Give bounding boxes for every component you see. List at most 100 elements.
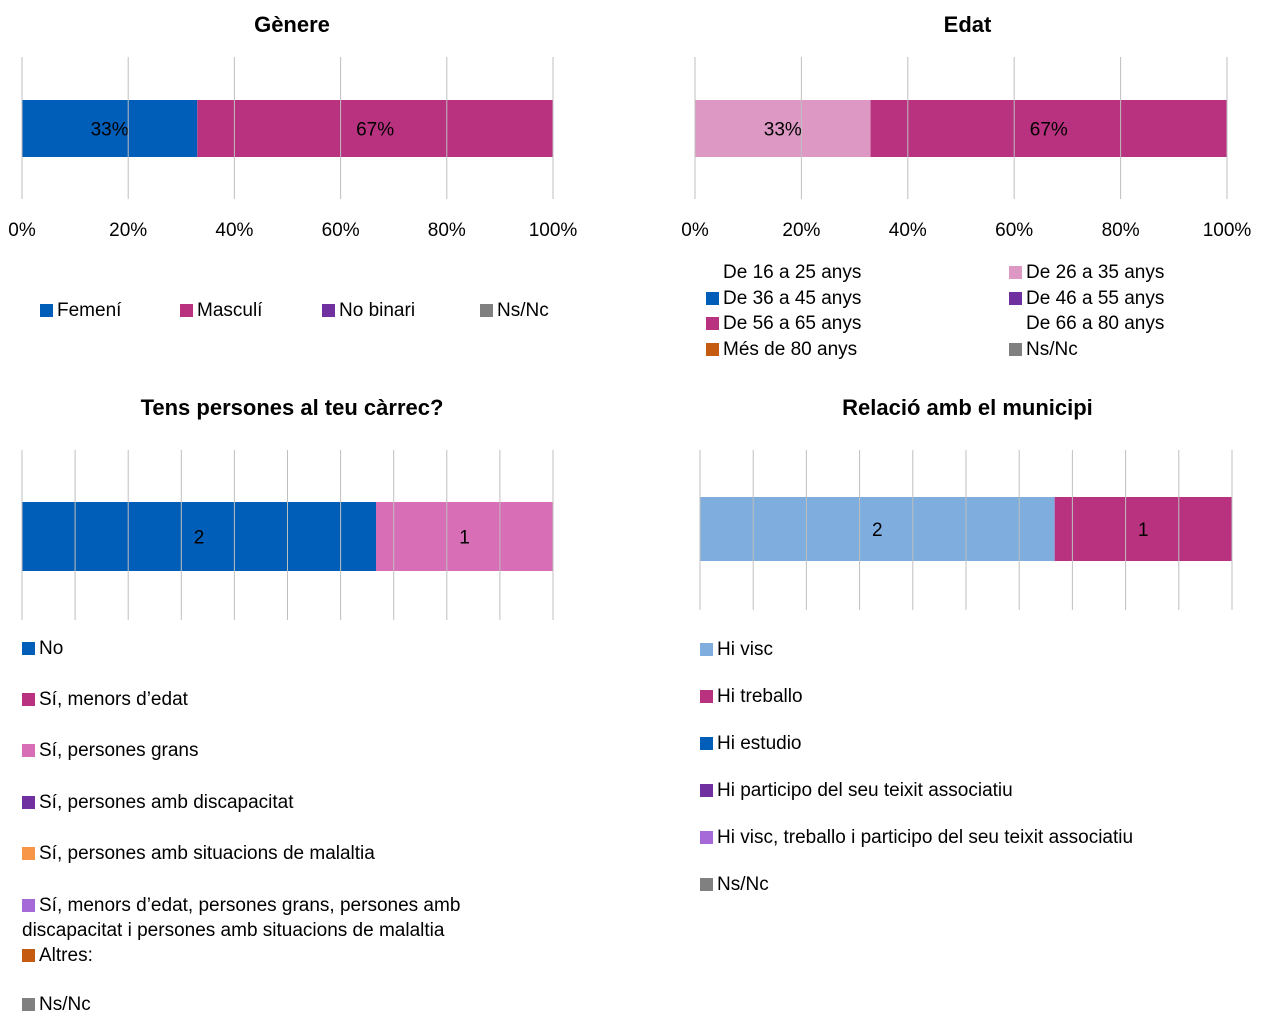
legend-item: De 16 a 25 anys [706,260,861,285]
legend-swatch [322,304,335,317]
legend-item: Sí, persones grans [22,738,198,763]
data-label: 67% [356,120,394,141]
legend-label: Hi participo del seu teixit associatiu [717,780,1013,801]
legend-item: De 36 a 45 anys [706,286,861,311]
legend-item: Sí, persones amb discapacitat [22,790,294,815]
chart-title: Gènere [254,12,330,37]
x-tick-label: 0% [681,220,709,241]
legend-item: Ns/Nc [700,872,769,897]
legend-label: Hi treballo [717,686,803,707]
bar-segment [870,100,1227,157]
legend-label: Ns/Nc [1026,338,1078,360]
legend-swatch [22,847,35,860]
legend-label: Sí, menors d’edat, persones grans, perso… [22,895,461,941]
legend-swatch [480,304,493,317]
legend-swatch [22,796,35,809]
legend-label: Hi visc, treballo i participo del seu te… [717,827,1134,848]
legend-item: Altres: [22,943,93,968]
legend-label: Hi estudio [717,733,802,754]
legend-label: Més de 80 anys [723,338,858,360]
legend-item: Hi visc, treballo i participo del seu te… [700,825,1133,850]
legend-label: Masculí [197,300,263,321]
data-label: 33% [764,120,802,141]
bar-segment [700,497,1055,561]
legend-item: No binari [322,298,415,323]
data-label: 2 [872,520,883,541]
legend-label: De 16 a 25 anys [723,262,862,283]
legend-item: Sí, menors d’edat [22,687,188,712]
x-tick-label: 40% [215,220,254,241]
data-label: 2 [194,528,205,549]
legend-item: Ns/Nc [22,992,91,1017]
legend-swatch [40,304,53,317]
legend-label: Femení [57,300,122,321]
chart-title: Relació amb el municipi [842,395,1093,420]
legend-label: No [39,638,64,659]
data-label: 1 [459,528,470,549]
legend-item: De 26 a 35 anys [1009,260,1164,285]
data-label: 1 [1138,520,1149,541]
legend-item: Hi visc [700,637,773,662]
legend-swatch [1009,317,1022,330]
legend-swatch [700,831,713,844]
legend-item: No [22,636,63,661]
legend-swatch [700,643,713,656]
legend-item: Ns/Nc [1009,337,1078,362]
legend-label: De 66 a 80 anys [1026,313,1165,334]
legend-swatch [706,266,719,279]
chart-title: Tens persones al teu càrrec? [140,395,444,420]
x-tick-label: 60% [321,220,360,241]
legend-item: Sí, menors d’edat, persones grans, perso… [22,893,522,943]
data-label: 33% [91,120,129,141]
legend-swatch [22,744,35,757]
legend-item: Hi treballo [700,684,803,709]
legend-label: Sí, menors d’edat [39,689,188,710]
legend-item: Hi participo del seu teixit associatiu [700,778,1013,803]
legend-label: De 46 a 55 anys [1026,287,1165,309]
legend-swatch [22,899,35,912]
legend-swatch [706,291,719,305]
x-tick-label: 40% [888,220,927,241]
legend-label: Sí, persones amb situacions de malaltia [39,843,375,864]
legend-item: Masculí [180,298,262,323]
legend-swatch [706,342,719,356]
legend-swatch [700,784,713,797]
legend-item: De 56 a 65 anys [706,311,861,336]
x-tick-label: 0% [8,220,36,241]
x-tick-label: 80% [1101,220,1140,241]
bar-segment [376,502,553,571]
legend-label: Altres: [39,945,93,966]
x-tick-label: 80% [427,220,466,241]
legend-swatch [700,878,713,891]
legend-label: Hi visc [717,639,773,660]
legend-swatch [22,693,35,706]
data-label: 67% [1030,120,1068,141]
legend-label: De 26 a 35 anys [1026,262,1165,283]
legend-item: De 66 a 80 anys [1009,311,1164,336]
legend-label: Ns/Nc [39,994,91,1015]
legend-swatch [22,998,35,1011]
legend-swatch [22,642,35,655]
legend-item: Més de 80 anys [706,337,857,362]
legend-item: Sí, persones amb situacions de malaltia [22,841,375,866]
legend-swatch [1009,342,1022,356]
legend-label: Sí, persones amb discapacitat [39,792,294,813]
legend-swatch [1009,266,1022,279]
legend-label: Sí, persones grans [39,740,199,761]
legend-label: No binari [339,300,416,321]
legend-label: Ns/Nc [497,300,549,321]
chart-title: Edat [943,12,992,37]
legend-swatch [700,690,713,703]
legend-swatch [700,737,713,750]
legend-item: De 46 a 55 anys [1009,286,1164,311]
legend-item: Hi estudio [700,731,802,756]
x-tick-label: 100% [1202,220,1252,241]
legend-label: Ns/Nc [717,874,769,895]
legend-swatch [1009,291,1022,305]
legend-label: De 56 a 65 anys [723,313,862,334]
bar-segment [22,100,198,157]
chart-plot: 33% 67% [21,57,554,199]
x-tick-label: 60% [995,220,1034,241]
bar-segment [695,100,871,157]
